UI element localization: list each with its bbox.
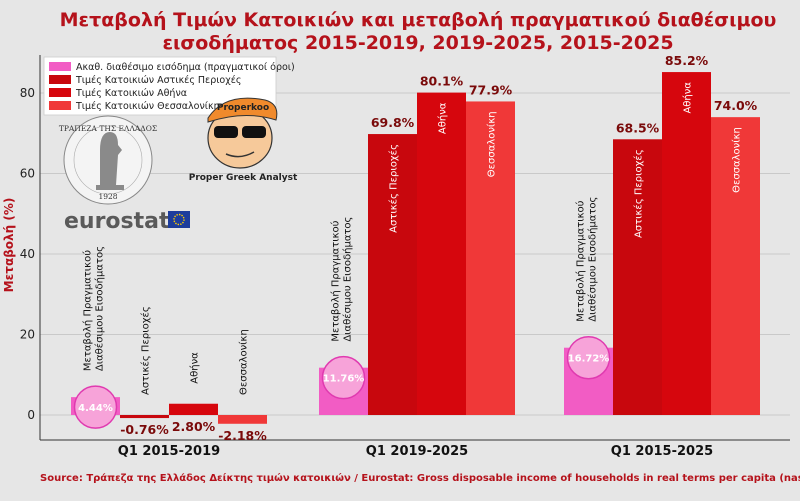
legend-entry: Τιμές Κατοικιών Αστικές Περιοχές (75, 75, 241, 86)
legend-entry: Τιμές Κατοικιών Αθήνα (75, 88, 187, 99)
data-label: -0.76% (120, 422, 169, 437)
x-tick-label: Q1 2015-2019 (118, 444, 220, 459)
bar (218, 415, 267, 424)
chart-title: Μεταβολή Τιμών Κατοικιών και μεταβολή πρ… (60, 9, 777, 54)
x-ticks: Q1 2015-2019 Q1 2019-2025 Q1 2015-2025 (118, 444, 713, 459)
analyst-hat-icon (207, 97, 278, 123)
bar (368, 134, 417, 415)
legend-entry: Ακαθ. διαθέσιμο εισόδημα (πραγματικοί όρ… (76, 62, 295, 73)
data-label: 69.8% (371, 115, 415, 130)
data-label: -2.18% (218, 428, 267, 443)
eurostat-logo: eurostat (64, 209, 190, 234)
highlight-circle (73, 385, 118, 429)
legend-swatch (49, 62, 71, 71)
legend-swatch (49, 88, 71, 97)
highlight-circle (321, 355, 366, 400)
y-tick-label: 60 (20, 167, 35, 181)
bar (417, 92, 466, 415)
data-label: 68.5% (616, 120, 660, 135)
data-label: 80.1% (420, 74, 464, 89)
analyst-mouth-icon (225, 151, 255, 158)
analyst-name: Proper Greek Analyst (189, 173, 298, 183)
data-label: 74.0% (714, 98, 758, 113)
analyst-glasses-icon-2 (242, 126, 266, 138)
eu-flag-icon (168, 211, 190, 228)
eurostat-logo-text: eurostat (64, 209, 170, 234)
seal-year: 1928 (98, 192, 117, 201)
seal-text: ΤΡΑΠΕΖΑ ΤΗΣ ΕΛΛΑΔΟΣ (59, 124, 157, 133)
y-tick-label: 80 (20, 86, 35, 100)
y-tick-label: 0 (27, 408, 35, 422)
bar-caption: Αστικές Περιοχές (140, 306, 152, 395)
bar (169, 403, 218, 415)
analyst-glasses-icon (214, 126, 238, 138)
legend-swatch (49, 101, 71, 110)
chart-title-line-1: Μεταβολή Τιμών Κατοικιών και μεταβολή πρ… (60, 9, 777, 31)
y-ticks: 0 20 40 60 80 (20, 86, 35, 422)
bar-caption: Μεταβολή ΠραγματικούΔιαθέσιμου Εισοδήματ… (330, 217, 354, 342)
data-label: 85.2% (665, 53, 709, 68)
chart-title-line-2: εισοδήματος 2015-2019, 2019-2025, 2015-2… (162, 32, 673, 54)
bar (120, 415, 169, 419)
axes (39, 55, 790, 441)
central-bank-seal: ΤΡΑΠΕΖΑ ΤΗΣ ΕΛΛΑΔΟΣ 1928 (59, 115, 157, 205)
bar-caption: Αστικές Περιοχές (633, 149, 645, 238)
data-label: 16.72% (568, 354, 610, 365)
y-axis-label: Μεταβολή (%) (2, 198, 16, 293)
seal-inner-circle (73, 125, 143, 195)
bar-caption: Θεσσαλονίκη (238, 329, 250, 395)
data-label: 2.80% (172, 419, 216, 434)
source-note: Source: Τράπεζα της Ελλάδος Δείκτης τιμώ… (40, 472, 800, 484)
eu-stars-icon (173, 213, 185, 226)
analyst-badge: Properkoo Proper Greek Analyst (189, 97, 298, 183)
bar-caption: Αθήνα (437, 102, 449, 134)
bar-caption: Θεσσαλονίκη (486, 111, 498, 177)
bar-caption: Αστικές Περιοχές (388, 144, 400, 233)
bar-caption: Μεταβολή ΠραγματικούΔιαθέσιμου Εισοδήματ… (82, 246, 106, 371)
y-tick-label: 40 (20, 247, 35, 261)
data-label: 11.76% (323, 374, 365, 385)
data-label: 4.44% (78, 403, 113, 414)
data-label: 77.9% (469, 82, 513, 97)
x-tick-label: Q1 2015-2025 (611, 444, 713, 459)
bar (711, 117, 760, 416)
seal-figure-icon (96, 132, 124, 190)
bar-caption: Θεσσαλονίκη (731, 127, 743, 193)
bar (613, 139, 662, 415)
highlight-circle (566, 335, 611, 380)
analyst-hat-text: Properkoo (217, 103, 269, 113)
x-tick-label: Q1 2019-2025 (366, 444, 468, 459)
bar-caption: Αθήνα (682, 82, 694, 114)
y-tick-label: 20 (20, 328, 35, 342)
bar (662, 72, 711, 415)
legend-swatch (49, 75, 71, 84)
bar (466, 101, 515, 415)
bars: 4.44% Μεταβολή ΠραγματικούΔιαθέσιμου Εισο… (71, 53, 760, 443)
legend-entry: Τιμές Κατοικιών Θεσσαλονίκη (75, 101, 220, 112)
bar-caption: Αθήνα (189, 352, 201, 384)
bar-caption: Μεταβολή ΠραγματικούΔιαθέσιμου Εισοδήματ… (575, 197, 599, 322)
